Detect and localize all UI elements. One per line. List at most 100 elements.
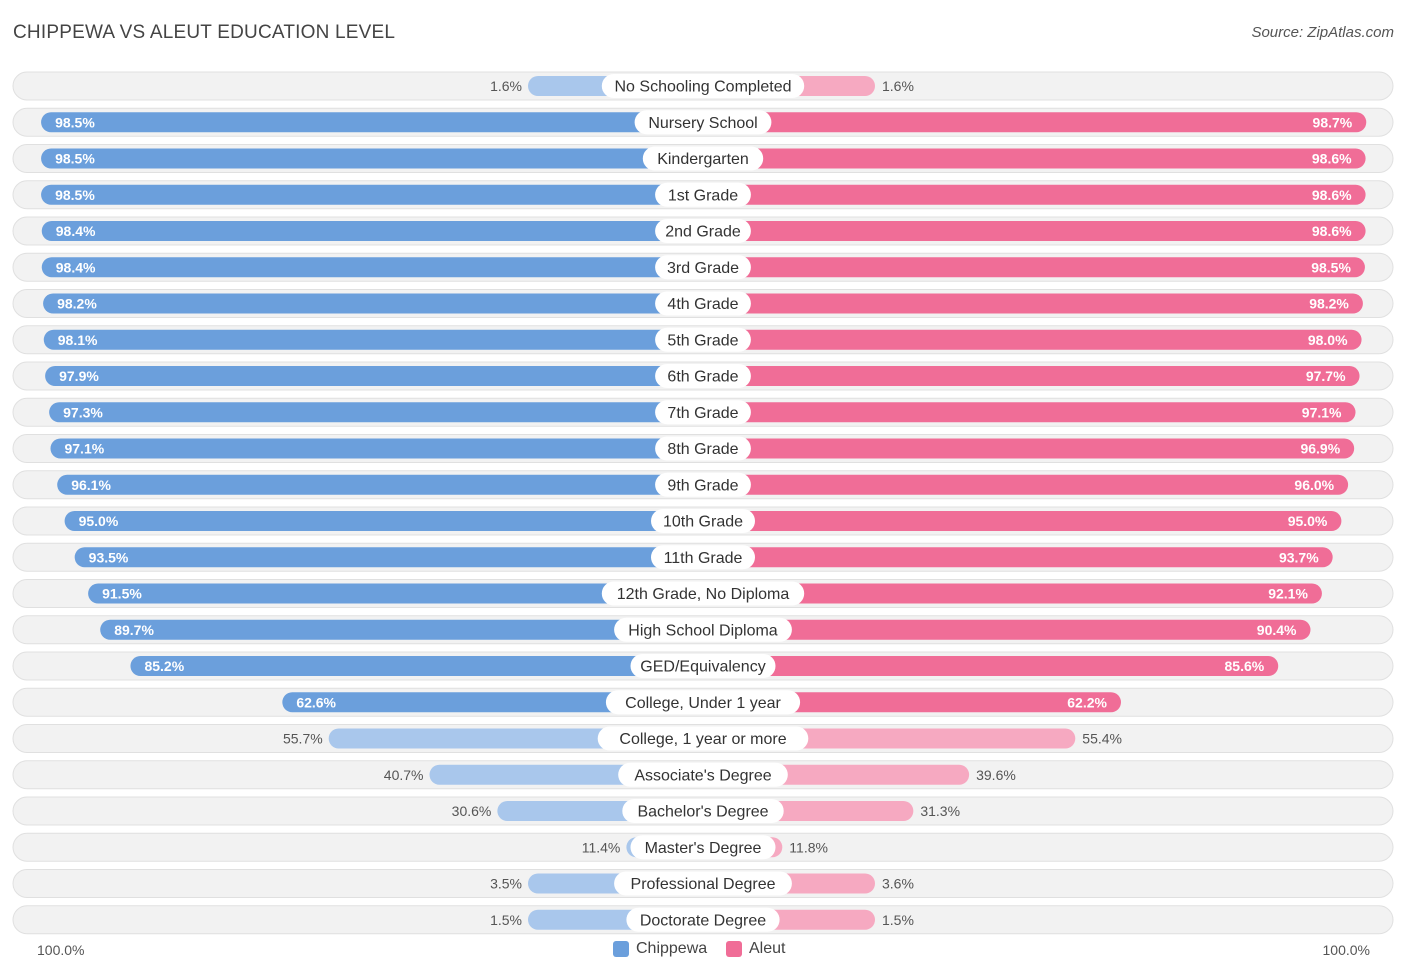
bar-aleut-5th-grade — [703, 329, 1362, 350]
legend-item-chippewa: Chippewa — [613, 940, 707, 958]
category-label: 5th Grade — [667, 332, 738, 349]
legend: Chippewa Aleut — [0, 940, 1406, 962]
category-label-pill — [655, 400, 751, 425]
bar-chippewa-kindergarten — [41, 148, 703, 169]
category-label-pill — [655, 436, 751, 461]
category-label-pill — [614, 871, 792, 896]
category-label: No Schooling Completed — [615, 79, 792, 96]
bar-aleut-12th-grade-no-diploma — [703, 583, 1322, 604]
value-label-chippewa: 98.5% — [55, 187, 95, 203]
category-label-pill — [655, 219, 751, 243]
value-label-aleut: 98.6% — [1312, 151, 1352, 167]
bar-aleut-nursery-school — [703, 112, 1367, 133]
value-label-chippewa: 98.5% — [55, 151, 95, 167]
value-label-chippewa: 98.4% — [56, 259, 96, 275]
value-label-aleut: 85.6% — [1225, 658, 1265, 674]
category-label: 7th Grade — [667, 405, 738, 422]
category-label: 3rd Grade — [667, 260, 739, 277]
category-label: 10th Grade — [663, 514, 743, 531]
category-label: 9th Grade — [667, 477, 738, 494]
value-label-chippewa: 97.3% — [63, 404, 103, 420]
value-label-aleut: 98.6% — [1312, 187, 1352, 203]
bar-aleut-6th-grade — [703, 366, 1360, 386]
bar-aleut-3rd-grade — [703, 257, 1365, 278]
value-label-aleut: 90.4% — [1257, 622, 1297, 638]
category-label: College, Under 1 year — [625, 695, 781, 712]
category-label: 11th Grade — [664, 550, 743, 567]
category-label-pill — [622, 799, 784, 823]
bar-aleut-11th-grade — [703, 547, 1333, 568]
bar-chippewa-college-under-1-year — [282, 692, 703, 713]
value-label-aleut: 92.1% — [1268, 586, 1308, 602]
value-label-chippewa: 89.7% — [114, 622, 154, 638]
legend-swatch-chippewa — [613, 941, 629, 957]
category-label: Kindergarten — [657, 151, 749, 168]
value-label-aleut: 98.7% — [1313, 114, 1353, 130]
chart-area: No Schooling Completed 1.6% 1.6% Nursery Sc… — [12, 71, 1394, 935]
value-label-chippewa: 11.4% — [582, 839, 621, 855]
category-label-pill — [655, 255, 751, 280]
value-label-chippewa: 98.4% — [56, 223, 96, 239]
value-label-aleut: 93.7% — [1279, 549, 1319, 565]
value-label-chippewa: 98.1% — [58, 332, 98, 348]
category-label-pill — [634, 110, 772, 135]
value-label-aleut: 98.0% — [1308, 332, 1348, 348]
bar-chippewa-7th-grade — [49, 402, 704, 423]
value-label-chippewa: 95.0% — [79, 513, 119, 529]
category-label-pill — [655, 291, 751, 316]
category-label: Bachelor's Degree — [637, 804, 768, 821]
bar-chippewa-8th-grade — [50, 438, 704, 459]
bar-chippewa-4th-grade — [43, 293, 703, 314]
category-label-pill — [651, 545, 755, 570]
chart-title: CHIPPEWA VS ALEUT EDUCATION LEVEL — [13, 22, 396, 43]
category-label: Doctorate Degree — [640, 912, 766, 929]
axis-right-label: 100.0% — [1322, 942, 1370, 958]
value-label-chippewa: 91.5% — [102, 586, 142, 602]
bar-chippewa-5th-grade — [43, 329, 703, 350]
category-label-pill — [655, 182, 751, 207]
value-label-aleut: 1.6% — [882, 78, 914, 94]
value-label-aleut: 11.8% — [789, 839, 828, 855]
value-label-aleut: 97.7% — [1306, 368, 1346, 384]
category-label-pill — [651, 509, 755, 533]
bar-aleut-1st-grade — [703, 184, 1366, 205]
bar-chippewa-10th-grade — [64, 511, 704, 531]
value-label-aleut: 98.5% — [1311, 259, 1351, 275]
bar-chippewa-2nd-grade — [41, 221, 703, 241]
category-label: High School Diploma — [628, 622, 778, 639]
category-label-pill — [597, 726, 809, 751]
bar-aleut-kindergarten — [703, 148, 1366, 169]
value-label-chippewa: 98.5% — [55, 114, 95, 130]
bar-aleut-7th-grade — [703, 402, 1356, 423]
value-label-aleut: 95.0% — [1288, 513, 1328, 529]
bar-aleut-4th-grade — [703, 293, 1363, 314]
axis-left-label: 100.0% — [37, 942, 85, 958]
value-label-chippewa: 55.7% — [283, 731, 323, 747]
bar-aleut-9th-grade — [703, 474, 1349, 495]
bar-chippewa-6th-grade — [45, 366, 703, 386]
value-label-aleut: 55.4% — [1082, 731, 1122, 747]
value-label-chippewa: 40.7% — [384, 767, 424, 783]
bar-aleut-8th-grade — [703, 438, 1355, 459]
value-label-aleut: 31.3% — [920, 803, 960, 819]
legend-label-aleut: Aleut — [749, 940, 786, 957]
value-label-chippewa: 97.9% — [59, 368, 99, 384]
value-label-chippewa: 97.1% — [64, 441, 104, 457]
category-label: 1st Grade — [668, 187, 738, 204]
bar-aleut-10th-grade — [703, 511, 1342, 531]
value-label-aleut: 96.0% — [1294, 477, 1334, 493]
value-label-chippewa: 85.2% — [144, 658, 184, 674]
legend-swatch-aleut — [726, 941, 742, 957]
value-label-aleut: 3.6% — [882, 876, 914, 892]
legend-item-aleut: Aleut — [726, 940, 785, 958]
category-label: GED/Equivalency — [640, 659, 765, 676]
category-label-pill — [601, 581, 805, 606]
value-label-chippewa: 3.5% — [490, 876, 522, 892]
legend-label-chippewa: Chippewa — [636, 940, 708, 957]
category-label: Master's Degree — [645, 840, 762, 857]
value-label-aleut: 97.1% — [1302, 404, 1342, 420]
category-label: 6th Grade — [667, 369, 738, 386]
category-label-pill — [655, 327, 751, 352]
bar-chippewa-11th-grade — [74, 547, 704, 568]
value-label-aleut: 1.5% — [882, 912, 914, 928]
